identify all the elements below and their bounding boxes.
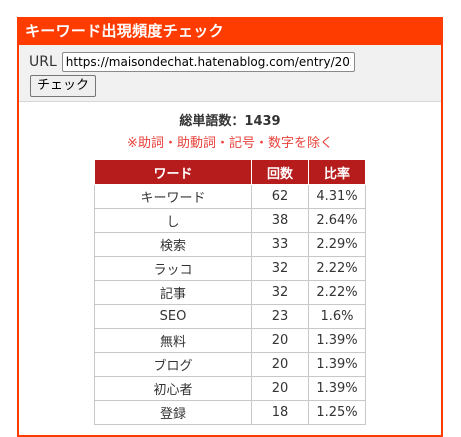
cell-word: ブログ	[94, 352, 252, 377]
table-row: ラッコ 32 2.22%	[94, 256, 366, 281]
table-row: ブログ 20 1.39%	[94, 352, 366, 377]
table-row: キーワード 62 4.31%	[94, 184, 366, 209]
url-form: URL チェック	[19, 45, 441, 102]
table-header-row: ワード 回数 比率	[94, 159, 366, 185]
url-input[interactable]	[61, 52, 355, 72]
cell-word: 登録	[94, 400, 252, 425]
column-header-word: ワード	[94, 159, 252, 185]
cell-count: 20	[251, 352, 309, 377]
cell-count: 23	[251, 304, 309, 329]
cell-count: 20	[251, 376, 309, 401]
total-word-count: 総単語数：1439	[179, 114, 281, 129]
cell-word: キーワード	[94, 184, 252, 209]
cell-word: 記事	[94, 280, 252, 305]
keyword-checker-widget: キーワード出現頻度チェック URL チェック 総単語数：1439 ※助詞・助動詞…	[17, 17, 443, 437]
cell-count: 62	[251, 184, 309, 209]
cell-word: SEO	[94, 304, 252, 329]
table-row: 無料 20 1.39%	[94, 328, 366, 353]
column-header-count: 回数	[251, 159, 309, 185]
cell-count: 33	[251, 232, 309, 257]
table-row: 記事 32 2.22%	[94, 280, 366, 305]
table-row: し 38 2.64%	[94, 208, 366, 233]
widget-title: キーワード出現頻度チェック	[19, 17, 441, 45]
cell-ratio: 2.29%	[308, 232, 366, 257]
cell-count: 20	[251, 328, 309, 353]
url-label: URL	[29, 54, 57, 70]
cell-ratio: 1.25%	[308, 400, 366, 425]
cell-word: 初心者	[94, 376, 252, 401]
cell-count: 32	[251, 256, 309, 281]
column-header-ratio: 比率	[308, 159, 366, 185]
cell-ratio: 2.64%	[308, 208, 366, 233]
cell-ratio: 1.6%	[308, 304, 366, 329]
cell-ratio: 1.39%	[308, 376, 366, 401]
cell-ratio: 2.22%	[308, 280, 366, 305]
table-row: 登録 18 1.25%	[94, 400, 366, 425]
table-row: 初心者 20 1.39%	[94, 376, 366, 401]
cell-count: 38	[251, 208, 309, 233]
cell-ratio: 1.39%	[308, 352, 366, 377]
table-row: 検索 33 2.29%	[94, 232, 366, 257]
cell-ratio: 2.22%	[308, 256, 366, 281]
cell-count: 18	[251, 400, 309, 425]
cell-count: 32	[251, 280, 309, 305]
table-row: SEO 23 1.6%	[94, 304, 366, 329]
cell-word: 検索	[94, 232, 252, 257]
cell-word: ラッコ	[94, 256, 252, 281]
cell-word: 無料	[94, 328, 252, 353]
cell-word: し	[94, 208, 252, 233]
exclusion-note: ※助詞・助動詞・記号・数字を除く	[127, 136, 333, 151]
keyword-table: ワード 回数 比率 キーワード 62 4.31% し 38 2.64% 検索 3…	[94, 159, 366, 425]
cell-ratio: 4.31%	[308, 184, 366, 209]
check-button[interactable]: チェック	[30, 75, 97, 97]
url-row: URL	[29, 52, 355, 72]
cell-ratio: 1.39%	[308, 328, 366, 353]
